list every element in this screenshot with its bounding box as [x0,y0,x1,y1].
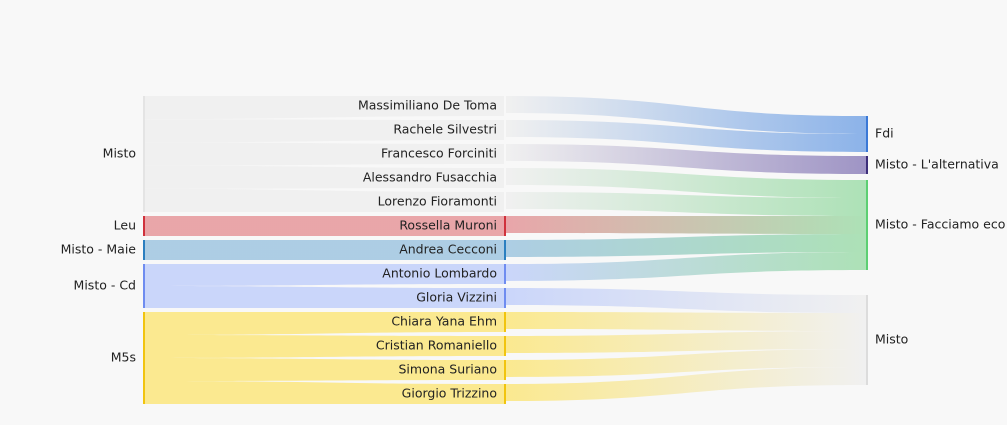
node-bar-m5s [143,312,145,404]
flow-misto-cd-to-gloria-vizzini [145,286,504,308]
node-label-massimiliano-de-toma: Massimiliano De Toma [358,98,497,113]
flow-misto-maie-to-andrea-cecconi [145,240,504,260]
sankey-nodes [143,96,868,404]
node-label-rossella-muroni: Rossella Muroni [399,218,497,233]
node-bar-simona-suriano [504,360,506,380]
node-label-rachele-silvestri: Rachele Silvestri [393,122,497,137]
node-label-leu: Leu [114,218,136,233]
flow-antonio-lombardo-to-misto-facciamo-eco [506,252,866,281]
node-bar-fdi [866,116,868,152]
node-label-antonio-lombardo: Antonio Lombardo [382,266,497,281]
flow-alessandro-fusacchia-to-misto-facciamo-eco [506,168,866,198]
node-label-chiara-yana-ehm: Chiara Yana Ehm [391,314,497,329]
flow-misto-to-francesco-forciniti [145,142,504,166]
flow-gloria-vizzini-to-misto [506,288,866,313]
flow-misto-to-rachele-silvestri [145,119,504,143]
node-bar-misto-maie [143,240,145,260]
flow-lorenzo-fioramonti-to-misto-facciamo-eco [506,192,866,216]
flow-m5s-to-simona-suriano [145,358,504,381]
flow-misto-to-lorenzo-fioramonti [145,188,504,212]
node-label-lorenzo-fioramonti: Lorenzo Fioramonti [378,194,497,209]
node-label-andrea-cecconi: Andrea Cecconi [399,242,497,257]
flow-simona-suriano-to-misto [506,349,866,377]
node-bar-misto-cd [143,264,145,308]
sankey-links [145,96,866,404]
node-bar-chiara-yana-ehm [504,312,506,332]
node-bar-misto-l-alternativa [866,156,868,174]
node-bar-cristian-romaniello [504,336,506,356]
flow-leu-to-rossella-muroni [145,216,504,236]
flow-francesco-forciniti-to-misto-l-alternativa [506,144,866,174]
flow-m5s-to-giorgio-trizzino [145,381,504,404]
node-label-m5s: M5s [111,350,136,365]
node-label-simona-suriano: Simona Suriano [399,362,498,377]
flow-cristian-romaniello-to-misto [506,331,866,353]
flow-chiara-yana-ehm-to-misto [506,312,866,331]
flow-misto-to-alessandro-fusacchia [145,165,504,189]
flow-m5s-to-cristian-romaniello [145,335,504,358]
node-label-misto-cd: Misto - Cd [74,278,136,293]
node-label-misto-maie: Misto - Maie [61,242,137,257]
node-label-alessandro-fusacchia: Alessandro Fusacchia [363,170,497,185]
node-label-misto-facciamo-eco: Misto - Facciamo eco [875,217,1005,232]
flow-misto-to-massimiliano-de-toma [145,96,504,120]
node-label-giorgio-trizzino: Giorgio Trizzino [402,386,497,401]
node-bar-andrea-cecconi [504,240,506,260]
node-label-cristian-romaniello: Cristian Romaniello [376,338,497,353]
node-bar-leu [143,216,145,236]
flow-giorgio-trizzino-to-misto [506,367,866,401]
node-bar-misto-facciamo-eco [866,180,868,270]
sankey-labels: Misto Leu Misto - Maie Misto - Cd M5s Massimi… [61,98,1006,401]
node-label-fdi: Fdi [875,126,894,141]
node-bar-misto [143,96,145,212]
node-label-francesco-forciniti: Francesco Forciniti [381,146,497,161]
node-bar-rossella-muroni [504,216,506,236]
node-bar-antonio-lombardo [504,264,506,284]
node-label-misto: Misto [875,332,908,347]
node-bar-misto [866,295,868,385]
node-label-misto: Misto [103,146,136,161]
node-bar-gloria-vizzini [504,288,506,308]
flow-rossella-muroni-to-misto-facciamo-eco [506,216,866,234]
node-bar-giorgio-trizzino [504,384,506,404]
flow-misto-cd-to-antonio-lombardo [145,264,504,286]
flow-massimiliano-de-toma-to-fdi [506,96,866,134]
flow-m5s-to-chiara-yana-ehm [145,312,504,335]
node-label-misto-l-alternativa: Misto - L'alternativa [875,157,999,172]
flow-andrea-cecconi-to-misto-facciamo-eco [506,234,866,257]
node-label-gloria-vizzini: Gloria Vizzini [416,290,497,305]
flow-rachele-silvestri-to-fdi [506,120,866,152]
